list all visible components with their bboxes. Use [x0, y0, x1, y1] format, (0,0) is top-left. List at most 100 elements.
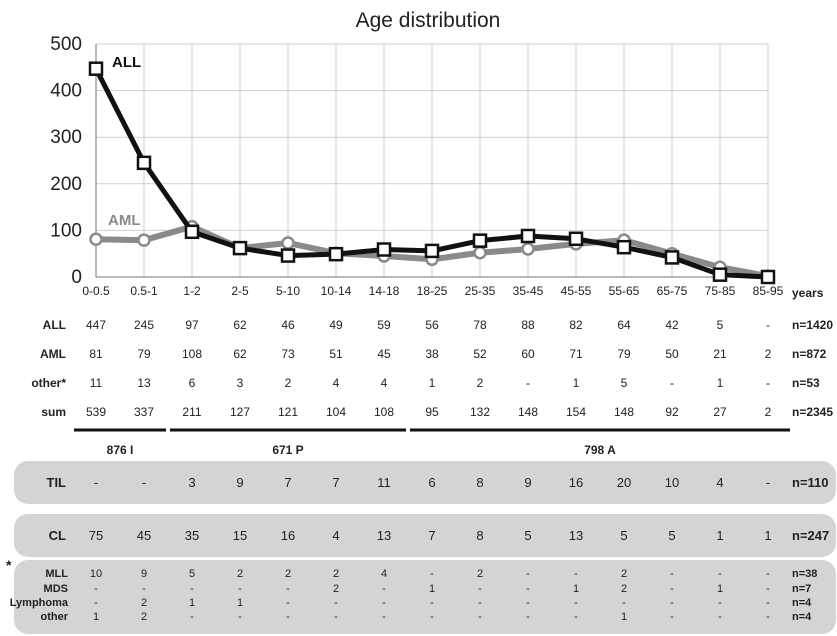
y-tick-label: 500	[50, 34, 82, 55]
data-point-all	[760, 269, 776, 285]
band-cell: -	[574, 611, 578, 623]
band-cell: -	[286, 583, 290, 595]
band-cell: 7	[332, 475, 339, 490]
band-cell: 75	[89, 528, 103, 543]
band-cell: 5	[668, 528, 675, 543]
band-cell: -	[286, 597, 290, 609]
table-cell: 1	[429, 376, 436, 390]
table-cell: 108	[374, 405, 394, 419]
y-tick-label: 0	[71, 267, 82, 288]
table-cell: 132	[470, 405, 490, 419]
data-point-all	[88, 61, 104, 76]
band-cell: -	[526, 583, 530, 595]
group-label: 798 A	[584, 443, 616, 457]
band-cell: 2	[237, 568, 243, 580]
table-cell: 79	[137, 347, 151, 361]
x-tick-label: 25-35	[465, 284, 496, 298]
band-cell: -	[430, 611, 434, 623]
table-cell: 447	[86, 318, 106, 332]
asterisk-note: *	[6, 557, 12, 573]
series-label-all: ALL	[112, 54, 141, 71]
table-cell: 1	[717, 376, 724, 390]
row-label: AML	[40, 347, 66, 361]
band-cell: 2	[621, 568, 627, 580]
table-cell: 211	[182, 405, 201, 419]
row-label: ALL	[43, 318, 66, 332]
band-cell: 9	[524, 475, 531, 490]
row-label: sum	[41, 405, 66, 419]
band-row-total: n=38	[792, 568, 817, 580]
band-cell: -	[94, 597, 98, 609]
band-cell: 9	[141, 568, 147, 580]
axis-layer: 0 100 200 300 400 500 0-0.5 0.5-1 1-2 2-5 5-10 10-1…	[50, 34, 823, 300]
band-cell: -	[238, 611, 242, 623]
band-row-total: n=247	[792, 528, 829, 543]
table-cell: 104	[326, 405, 346, 419]
til-band	[14, 461, 836, 504]
x-tick-label: 75-85	[705, 284, 736, 298]
y-tick-label: 200	[50, 174, 82, 195]
table-cell: -	[670, 376, 674, 390]
row-total: n=872	[792, 347, 827, 361]
band-cell: -	[334, 597, 338, 609]
band-cell: 16	[281, 528, 295, 543]
data-point-all	[568, 231, 584, 247]
x-tick-label: 45-55	[561, 284, 592, 298]
table-cell: 95	[425, 405, 439, 419]
table-cell: 88	[521, 318, 535, 332]
table-cell: 5	[621, 376, 628, 390]
band-cell: 2	[477, 568, 483, 580]
data-point-all	[328, 246, 344, 262]
table-cell: 2	[477, 376, 484, 390]
x-axis-label: years	[792, 286, 824, 300]
band-cell: 45	[137, 528, 151, 543]
x-tick-label: 0.5-1	[130, 284, 158, 298]
table-cell: 38	[425, 347, 439, 361]
band-cell: 16	[569, 475, 583, 490]
table-cell: 27	[713, 405, 727, 419]
band-row-label: CL	[49, 528, 66, 543]
band-cell: -	[142, 475, 146, 490]
data-point-all	[520, 228, 536, 244]
table-cell: 337	[134, 405, 154, 419]
chart-title: Age distribution	[356, 9, 501, 32]
table-cell: 45	[377, 347, 391, 361]
band-cell: 2	[141, 597, 147, 609]
table-cell: 539	[86, 405, 106, 419]
band-cell: 13	[377, 528, 391, 543]
table-cell: 73	[281, 347, 295, 361]
data-point-all	[664, 250, 680, 265]
band-cell: 6	[428, 475, 435, 490]
band-cell: 35	[185, 528, 199, 543]
table-cell: -	[766, 318, 770, 332]
band-cell: 1	[764, 528, 771, 543]
table-cell: 245	[134, 318, 154, 332]
table-cell: 50	[665, 347, 679, 361]
row-total: n=1420	[792, 318, 833, 332]
band-cell: 10	[665, 475, 679, 490]
data-point-all	[712, 267, 728, 282]
data-point-aml	[137, 233, 151, 247]
band-cell: -	[670, 568, 674, 580]
row-total: n=2345	[792, 405, 833, 419]
x-tick-label: 85-95	[753, 284, 784, 298]
data-point-all	[136, 155, 152, 171]
table-cell: 62	[233, 318, 247, 332]
band-cell: 5	[524, 528, 531, 543]
band-cell: -	[382, 611, 386, 623]
band-cell: 4	[716, 475, 723, 490]
table-cell: -	[766, 376, 770, 390]
band-cell: -	[766, 611, 770, 623]
data-point-all	[280, 248, 296, 263]
band-cell: 1	[716, 528, 723, 543]
series-layer: ALL AML	[88, 54, 776, 285]
band-cell: -	[670, 611, 674, 623]
data-table: ALL 447 245 97 62 46 49 59 56 78 88 82 64 42 5- n=1420A…	[31, 318, 833, 457]
x-tick-label: 0-0.5	[82, 284, 110, 298]
band-cell: -	[718, 611, 722, 623]
band-cell: 2	[621, 583, 627, 595]
band-cell: -	[718, 597, 722, 609]
cl-band	[14, 514, 836, 557]
band-cell: 5	[620, 528, 627, 543]
band-cell: -	[526, 597, 530, 609]
